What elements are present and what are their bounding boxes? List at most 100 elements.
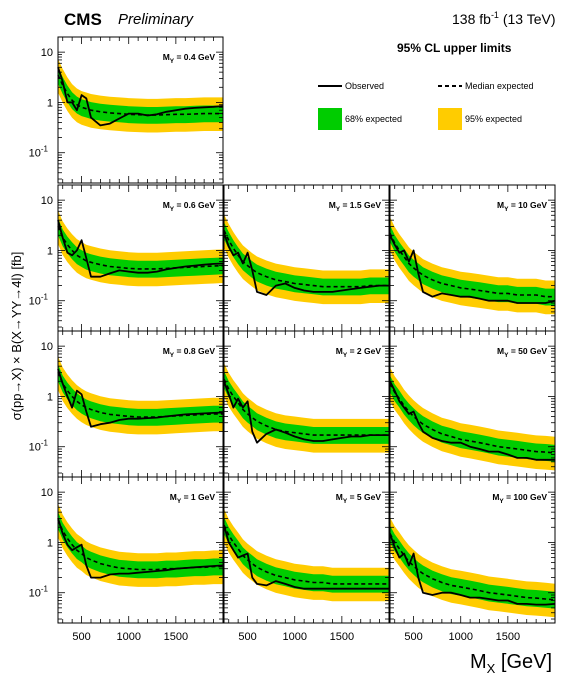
panel-label-prefix: M	[170, 492, 177, 502]
panel-label-sub: Y	[170, 352, 175, 359]
panel-label: MY = 10 GeV	[497, 200, 547, 213]
lumi-value: 138 fb	[452, 11, 491, 27]
status-label: Preliminary	[118, 11, 195, 28]
y-tick-label: 10	[41, 487, 53, 499]
legend: Observed Median expected 68% expected 95…	[318, 81, 534, 130]
panel-label-value: = 0.8 GeV	[174, 346, 215, 356]
band-68-expected	[224, 222, 389, 296]
median-expected-line	[389, 383, 556, 454]
y-tick-label: 10-1	[29, 439, 49, 454]
observed-line	[223, 524, 389, 590]
y-tick-label: 1	[47, 391, 53, 403]
panel-4: MY = 10 GeV	[389, 184, 556, 332]
panel-label-value: = 2 GeV	[347, 346, 381, 356]
x-tick-label: 1500	[164, 631, 188, 643]
lumi-exponent: -1	[491, 10, 499, 20]
panel-label: MY = 0.4 GeV	[163, 52, 216, 65]
y-tick-label: 10-1	[29, 585, 49, 600]
panel-7: MY = 50 GeV	[389, 330, 556, 478]
y-tick-label: 1	[47, 537, 53, 549]
panel-label: MY = 0.8 GeV	[163, 346, 216, 359]
legend-68-label: 68% expected	[345, 114, 402, 124]
experiment-label: CMS	[64, 10, 102, 29]
panel-label-prefix: M	[163, 52, 170, 62]
y-tick-label: 10	[41, 195, 53, 207]
lumi-energy: (13 TeV)	[499, 11, 556, 27]
x-tick-label: 1000	[448, 631, 472, 643]
panel-10: MY = 100 GeV 500 1000 1500	[389, 476, 556, 643]
panel-label-sub: Y	[170, 58, 175, 65]
band-68-expected	[58, 218, 223, 278]
legend-95-label: 95% expected	[465, 114, 522, 124]
y-tick-label-exp: -1	[41, 585, 49, 594]
y-tick-label: 10-1	[29, 293, 49, 308]
x-tick-label: 1500	[330, 631, 354, 643]
y-tick-label: 10	[41, 341, 53, 353]
panel-9: MY = 5 GeV 500 1000 1500	[223, 476, 390, 643]
panel-label-value: = 1.5 GeV	[340, 200, 381, 210]
band-68-expected	[58, 511, 223, 579]
panel-label-sub: Y	[170, 206, 175, 213]
panel-3: MY = 1.5 GeV	[223, 184, 390, 332]
median-expected-line	[57, 74, 223, 116]
legend-95-swatch	[438, 108, 462, 130]
panel-label-value: = 5 GeV	[347, 492, 381, 502]
panel-label: MY = 5 GeV	[336, 492, 382, 505]
y-tick-label-exp: -1	[41, 439, 49, 448]
panel-label-value: = 50 GeV	[508, 346, 547, 356]
y-tick-label-base: 10	[29, 296, 41, 308]
observed-line	[389, 234, 556, 304]
observed-line	[389, 533, 556, 606]
observed-line	[57, 67, 224, 127]
x-tick-label: 500	[404, 631, 422, 643]
y-axis-title: σ(pp→X) × B(X→YY→4l) [fb]	[9, 252, 24, 421]
panel-label: MY = 1 GeV	[170, 492, 216, 505]
y-tick-label-exp: -1	[41, 145, 49, 154]
y-tick-label-base: 10	[29, 588, 41, 600]
median-expected-line	[223, 230, 389, 288]
panel-label-value: = 1 GeV	[181, 492, 215, 502]
panel-label-sub: Y	[504, 352, 509, 359]
panel-label: MY = 100 GeV	[492, 492, 547, 505]
observed-line	[223, 232, 389, 296]
panel-label-sub: Y	[177, 498, 182, 505]
panel-label: MY = 1.5 GeV	[329, 200, 382, 213]
panel-label-sub: Y	[499, 498, 504, 505]
x-axis-title-main: M	[470, 651, 487, 673]
panel-label-value: = 100 GeV	[504, 492, 548, 502]
observed-line	[57, 368, 224, 428]
legend-68-swatch	[318, 108, 342, 130]
y-tick-label: 1	[47, 97, 53, 109]
band-68-expected	[390, 225, 555, 306]
median-expected-line	[223, 524, 389, 585]
panel-label: MY = 2 GeV	[336, 346, 382, 359]
legend-observed-label: Observed	[345, 81, 384, 91]
panel-label-prefix: M	[336, 492, 343, 502]
band-68-expected	[58, 364, 223, 426]
observed-line	[57, 518, 224, 579]
y-tick-label: 10	[41, 47, 53, 59]
median-expected-line	[223, 378, 389, 436]
panel-label-sub: Y	[343, 498, 348, 505]
median-expected-line	[57, 519, 223, 571]
panel-label-value: = 10 GeV	[508, 200, 547, 210]
y-tick-label: 10-1	[29, 145, 49, 160]
panel-label-prefix: M	[492, 492, 499, 502]
observed-line	[389, 380, 555, 461]
y-tick-label-base: 10	[29, 442, 41, 454]
panel-label-prefix: M	[336, 346, 343, 356]
observed-line	[57, 219, 224, 278]
panel-label-sub: Y	[343, 352, 348, 359]
x-tick-label: 500	[72, 631, 90, 643]
band-68-expected	[390, 525, 555, 609]
panel-label-sub: Y	[504, 206, 509, 213]
panel-label-value: = 0.6 GeV	[174, 200, 215, 210]
panel-label-prefix: M	[163, 200, 170, 210]
x-axis-title-unit: [GeV]	[495, 651, 552, 673]
x-axis-title-sub: X	[487, 661, 496, 676]
median-expected-line	[389, 232, 555, 298]
